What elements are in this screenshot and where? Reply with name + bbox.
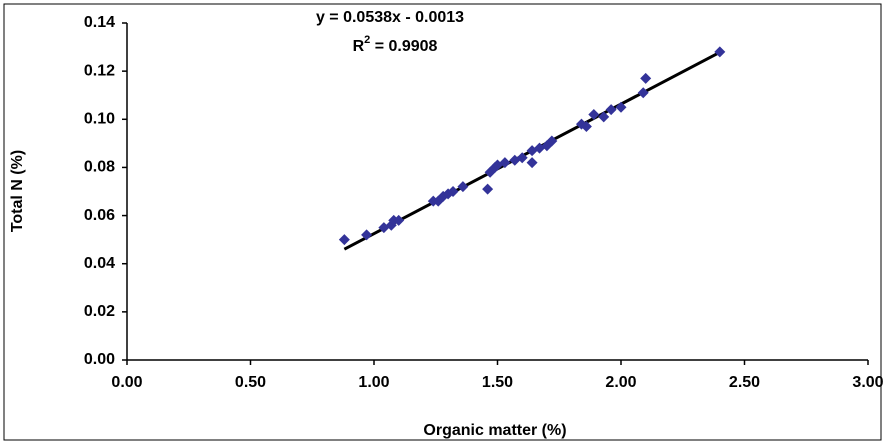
x-tick-label: 1.00: [358, 374, 389, 391]
point: [640, 72, 652, 84]
point: [605, 104, 617, 116]
x-tick-label: 0.50: [235, 374, 266, 391]
point: [482, 183, 494, 195]
point: [588, 108, 600, 120]
point: [393, 214, 405, 226]
point: [516, 152, 528, 164]
x-tick-label: 0.00: [111, 374, 142, 391]
r2-base: R: [353, 38, 365, 55]
x-axis-label: Organic matter (%): [423, 422, 566, 439]
r2-rest: = 0.9908: [370, 38, 437, 55]
x-tick-label: 1.50: [482, 374, 513, 391]
y-tick-label: 0.06: [84, 207, 115, 224]
x-tick-label: 2.00: [605, 374, 636, 391]
y-tick-label: 0.02: [84, 303, 115, 320]
point: [546, 135, 558, 147]
y-tick-label: 0.10: [84, 111, 115, 128]
point: [338, 234, 350, 246]
y-tick-label: 0.00: [84, 351, 115, 368]
x-tick-label: 3.00: [852, 374, 883, 391]
point: [615, 101, 627, 113]
point: [637, 87, 649, 99]
y-tick-label: 0.04: [84, 255, 115, 272]
point: [714, 46, 726, 58]
chart-frame: [3, 3, 882, 441]
x-tick-label: 2.50: [729, 374, 760, 391]
point: [598, 111, 610, 123]
point: [447, 186, 459, 197]
point: [526, 157, 538, 169]
y-axis-label: Total N (%): [9, 150, 26, 232]
point: [457, 181, 469, 193]
r-squared: R2 = 0.9908: [353, 34, 438, 55]
y-tick-label: 0.14: [84, 14, 115, 31]
r2-sup: 2: [364, 34, 370, 46]
trendline-equation: y = 0.0538x - 0.0013: [316, 9, 464, 26]
point: [361, 229, 373, 241]
point: [575, 118, 587, 130]
y-tick-label: 0.08: [84, 159, 115, 176]
point: [499, 157, 511, 169]
point: [580, 121, 592, 133]
y-tick-label: 0.12: [84, 62, 115, 79]
